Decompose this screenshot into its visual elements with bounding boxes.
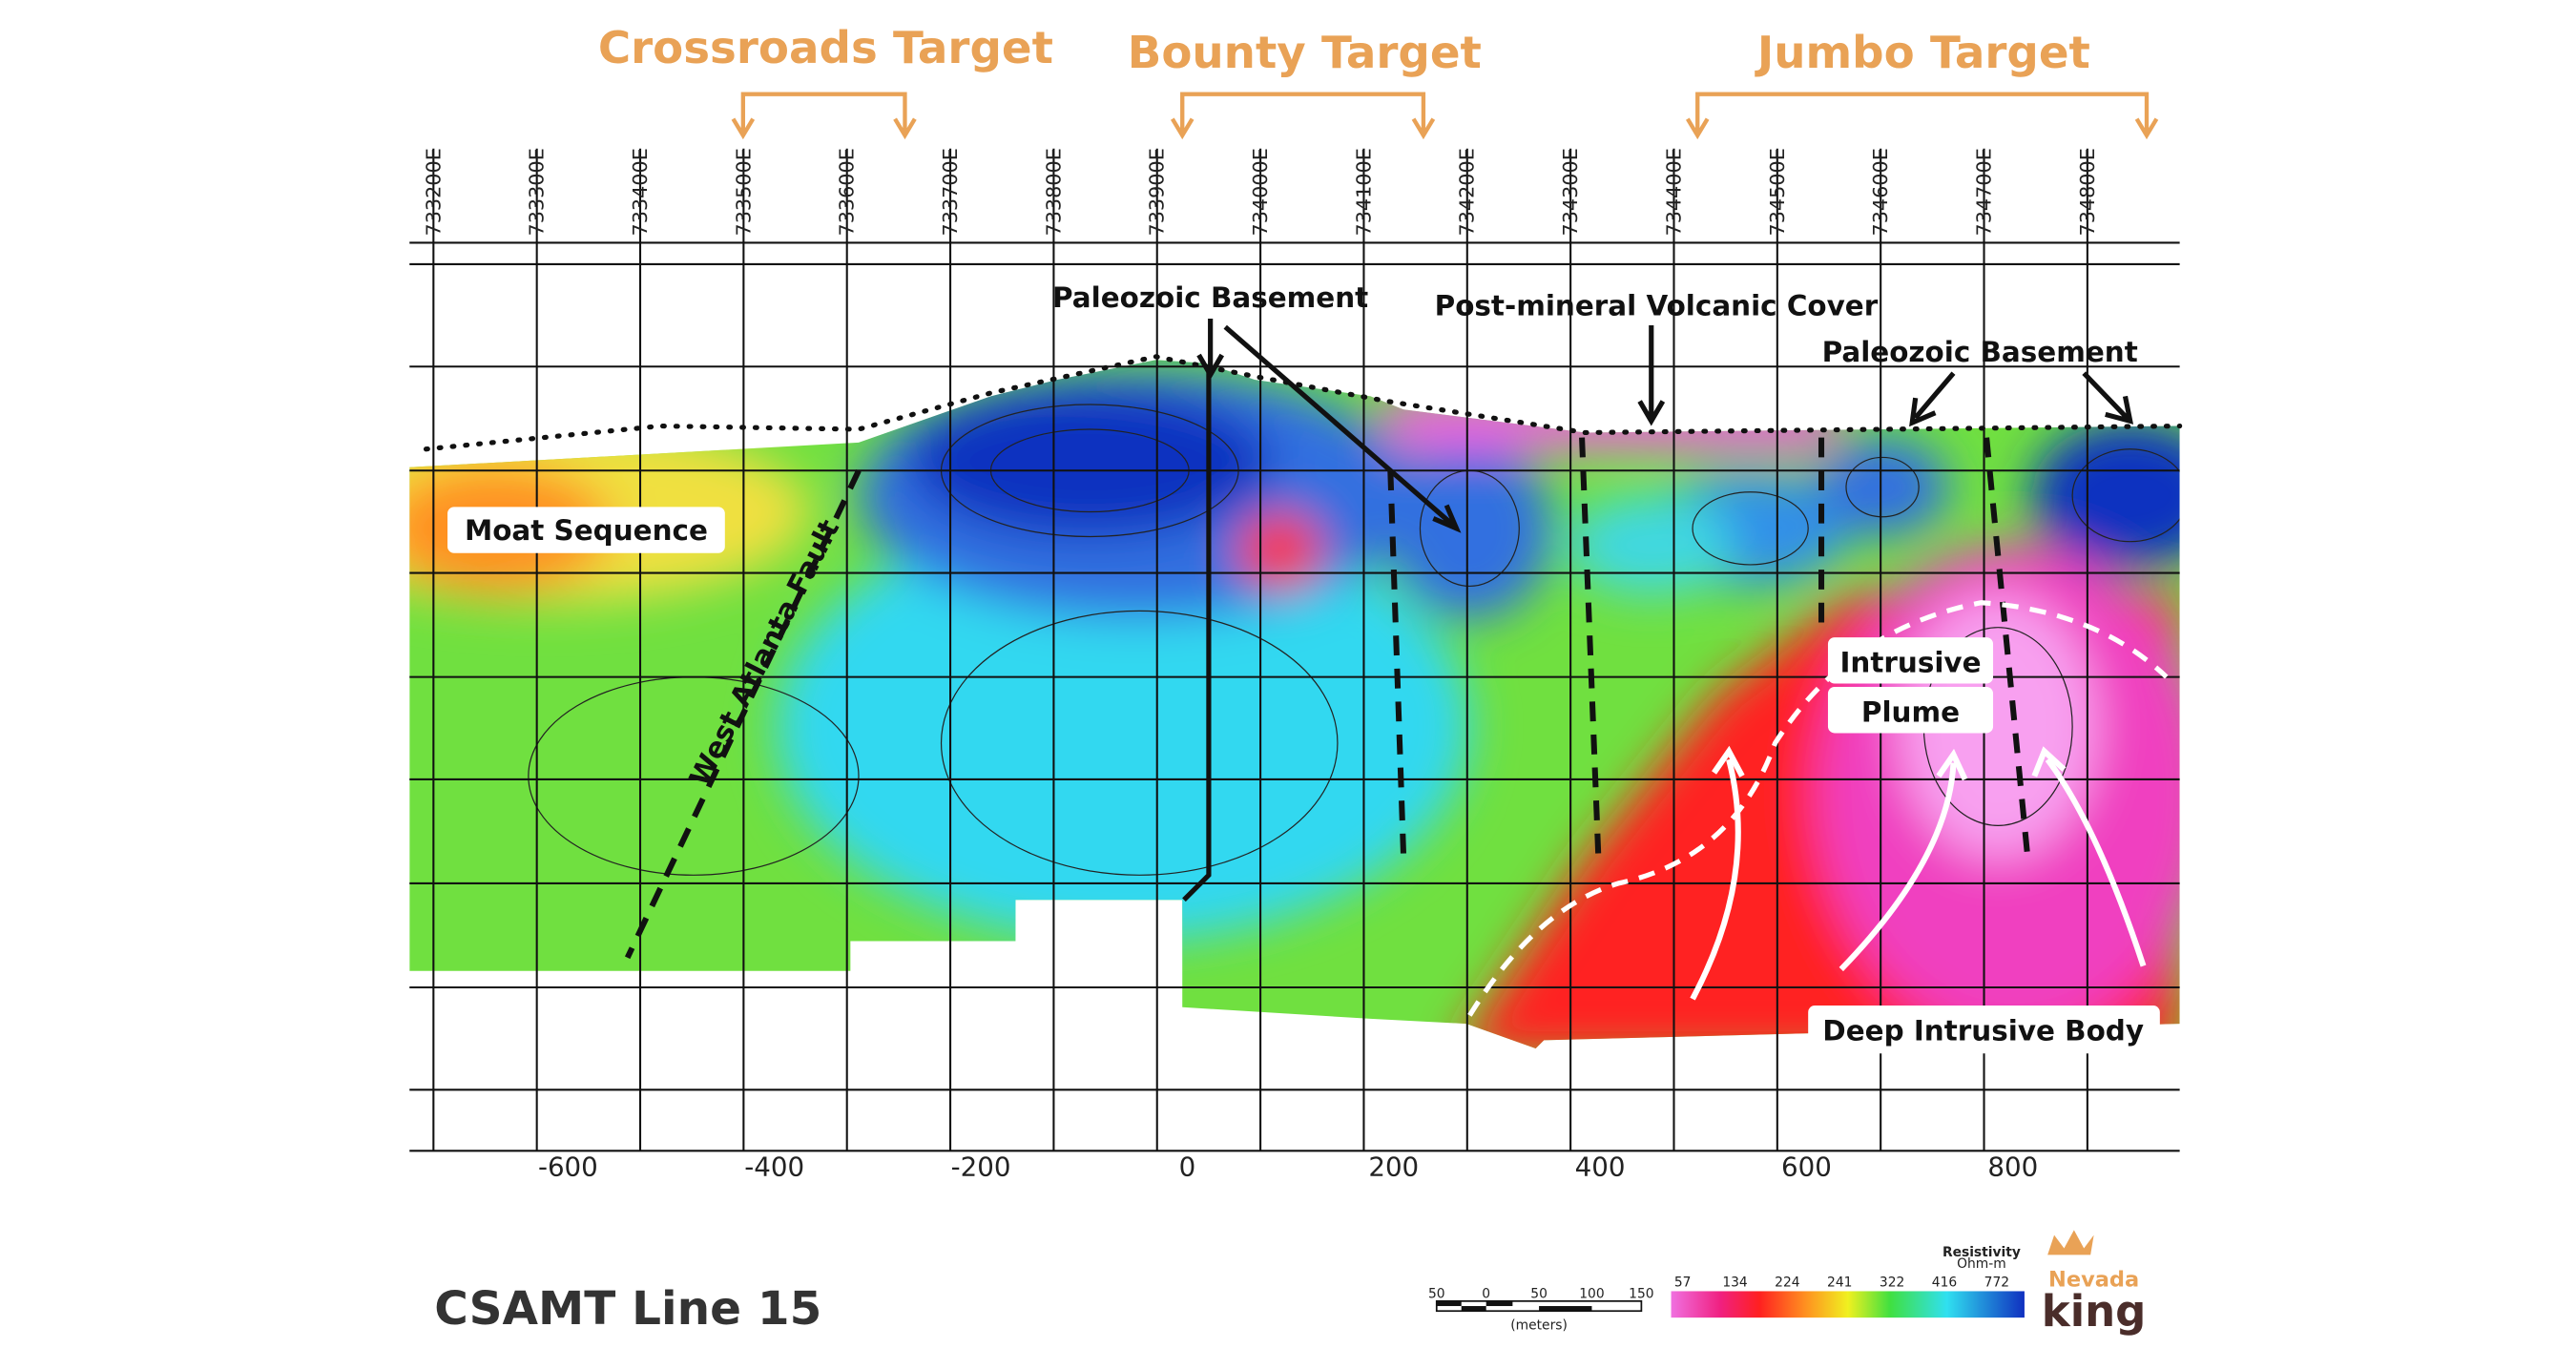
easting-label: 733500E bbox=[732, 148, 755, 236]
basement-label: Paleozoic Basement bbox=[1052, 281, 1368, 314]
scale-label: 100 bbox=[1579, 1286, 1604, 1301]
scale-bar bbox=[1435, 1299, 1643, 1313]
legend-value: 57 bbox=[1674, 1275, 1692, 1290]
legend-value: 772 bbox=[1984, 1275, 2009, 1290]
intrusive-label: Intrusive bbox=[1839, 646, 1981, 678]
legend-value: 416 bbox=[1932, 1275, 1957, 1290]
scale-unit: (meters) bbox=[1510, 1317, 1568, 1333]
scale-label: 50 bbox=[1428, 1286, 1445, 1301]
easting-label: 733400E bbox=[629, 148, 652, 236]
basement-label: Paleozoic Basement bbox=[1822, 336, 2138, 368]
white-arrows bbox=[1690, 745, 2147, 1001]
distance-label: -400 bbox=[744, 1151, 804, 1182]
easting-label: 734300E bbox=[1559, 148, 1582, 236]
legend-value: 134 bbox=[1722, 1275, 1748, 1290]
faults bbox=[624, 437, 2031, 960]
legend-value: 224 bbox=[1775, 1275, 1800, 1290]
plume-outline bbox=[1467, 600, 2169, 1017]
easting-label: 733800E bbox=[1042, 148, 1065, 236]
easting-label: 734100E bbox=[1352, 148, 1375, 236]
scale-label: 50 bbox=[1530, 1286, 1548, 1301]
target-title: Bounty Target bbox=[1128, 28, 1482, 79]
moat-label: Moat Sequence bbox=[465, 514, 708, 547]
easting-label: 734000E bbox=[1249, 148, 1272, 236]
distance-label: 0 bbox=[1179, 1151, 1196, 1182]
distance-label: 200 bbox=[1368, 1151, 1419, 1182]
color-bar bbox=[1671, 1291, 2025, 1318]
deep-body-label: Deep Intrusive Body bbox=[1822, 1014, 2144, 1047]
distance-label: -600 bbox=[538, 1151, 598, 1182]
scale-label: 150 bbox=[1629, 1286, 1653, 1301]
distance-label: 400 bbox=[1575, 1151, 1626, 1182]
legend-value: 241 bbox=[1827, 1275, 1852, 1290]
legend-title: Resistivity bbox=[1942, 1245, 2021, 1260]
easting-label: 734600E bbox=[1869, 148, 1892, 236]
volcanic-label: Post-mineral Volcanic Cover bbox=[1435, 290, 1879, 322]
target-brackets bbox=[731, 92, 2159, 140]
target-title: Crossroads Target bbox=[598, 23, 1053, 74]
topography bbox=[423, 354, 2183, 452]
easting-label: 733600E bbox=[836, 148, 859, 236]
easting-label: 734200E bbox=[1456, 148, 1479, 236]
boundary bbox=[1182, 371, 1212, 902]
easting-label: 733900E bbox=[1146, 148, 1169, 236]
scale-label: 0 bbox=[1482, 1286, 1490, 1301]
easting-label: 733700E bbox=[939, 148, 962, 236]
distance-label: 600 bbox=[1781, 1151, 1832, 1182]
distance-label: -200 bbox=[951, 1151, 1011, 1182]
distance-label: 800 bbox=[1987, 1151, 2038, 1182]
easting-label: 733300E bbox=[526, 148, 549, 236]
logo-text: king bbox=[2042, 1286, 2147, 1337]
figure-title: CSAMT Line 15 bbox=[434, 1282, 821, 1336]
legend-unit: Ohm-m bbox=[1957, 1256, 2006, 1272]
label-boxes bbox=[447, 507, 2160, 1054]
logo-text: Nevada bbox=[2048, 1267, 2139, 1292]
plume-label: Plume bbox=[1861, 695, 1960, 728]
target-title: Jumbo Target bbox=[1755, 28, 2090, 79]
easting-label: 734700E bbox=[1972, 148, 1995, 236]
easting-label: 734400E bbox=[1662, 148, 1685, 236]
grid bbox=[409, 148, 2180, 1152]
easting-label: 734500E bbox=[1766, 148, 1789, 236]
logo-crown bbox=[2047, 1230, 2094, 1255]
legend-value: 322 bbox=[1880, 1275, 1904, 1290]
black-arrows bbox=[1196, 319, 2134, 533]
easting-label: 733200E bbox=[422, 148, 445, 236]
easting-label: 734800E bbox=[2076, 148, 2099, 236]
